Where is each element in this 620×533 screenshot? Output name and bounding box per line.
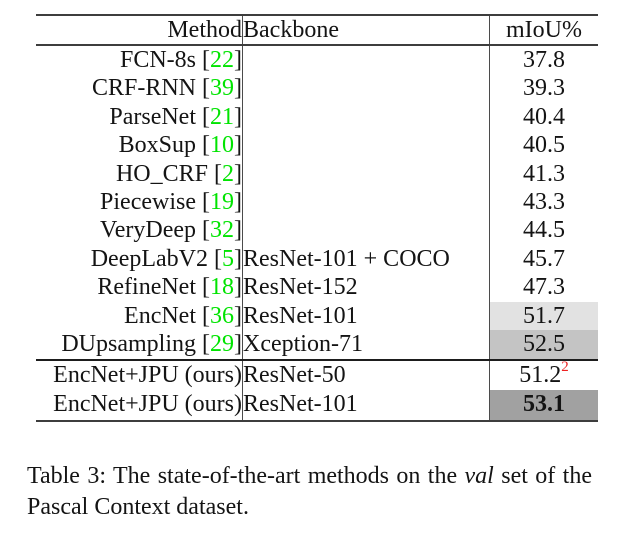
miou-cell: 40.4: [489, 103, 598, 132]
miou-value: 41.3: [523, 160, 565, 187]
citation-ref[interactable]: 21: [210, 103, 234, 130]
citation-ref[interactable]: 36: [210, 302, 234, 329]
miou-cell: 45.7: [489, 245, 598, 274]
citation-ref[interactable]: 2: [222, 160, 234, 187]
miou-value: 40.5: [523, 132, 565, 159]
table-row: BoxSup [10] 40.5: [36, 131, 598, 160]
table-row: DeepLabV2 [5] ResNet-101 + COCO 45.7: [36, 245, 598, 274]
table-header-row: Method Backbone mIoU%: [36, 15, 598, 46]
results-table: Method Backbone mIoU% FCN-8s [22] 37.8 CRF…: [36, 14, 598, 422]
caption-label: Table 3:: [27, 463, 107, 489]
backbone-cell: ResNet-101 + COCO: [242, 245, 490, 274]
backbone-cell: ResNet-101: [242, 390, 490, 421]
method-cell: DeepLabV2 [5]: [90, 245, 242, 272]
table-caption: Table 3: The state-of-the-art methods on …: [27, 461, 592, 523]
header-backbone: Backbone: [242, 15, 490, 46]
backbone-cell: [242, 216, 490, 246]
miou-value: 51.7: [523, 302, 565, 329]
citation-ref[interactable]: 5: [222, 245, 234, 272]
miou-cell: 37.8: [489, 45, 598, 75]
backbone-cell: [242, 159, 490, 189]
caption-text-a: The state-of-the-art methods on the: [113, 463, 465, 489]
caption-text-b: set of the: [493, 463, 592, 489]
miou-value: 40.4: [523, 103, 565, 130]
miou-cell: 39.3: [489, 74, 598, 104]
backbone-cell: [242, 45, 490, 75]
method-cell: HO_CRF [2]: [115, 160, 242, 187]
citation-ref[interactable]: 22: [210, 46, 234, 73]
backbone-cell: ResNet-152: [242, 273, 490, 302]
table-row: HO_CRF [2] 41.3: [36, 159, 598, 189]
method-cell: EncNet+JPU (ours): [53, 391, 242, 418]
citation-ref[interactable]: 39: [210, 75, 234, 102]
backbone-cell: [242, 131, 490, 160]
miou-footnote-marker: 2: [561, 358, 569, 375]
backbone-cell: [242, 103, 490, 132]
table-row: Piecewise [19] 43.3: [36, 188, 598, 217]
miou-cell: 51.7: [489, 301, 598, 331]
citation-ref[interactable]: 29: [210, 330, 234, 357]
miou-value: 39.3: [523, 75, 565, 102]
table-row: VeryDeep [32] 44.5: [36, 216, 598, 246]
method-cell: EncNet+JPU (ours): [53, 361, 242, 388]
method-cell: VeryDeep [32]: [100, 217, 242, 244]
method-cell: EncNet [36]: [124, 302, 242, 329]
citation-ref[interactable]: 10: [210, 132, 234, 159]
header-method: Method: [167, 16, 242, 43]
miou-value: 47.3: [523, 274, 565, 301]
miou-value: 53.1: [523, 391, 565, 418]
miou-cell: 40.5: [489, 131, 598, 160]
miou-value: 43.3: [523, 188, 565, 215]
caption-line-1: Table 3: The state-of-the-art methods on …: [27, 461, 592, 492]
method-cell: FCN-8s [22]: [119, 46, 242, 73]
table-row: EncNet+JPU (ours) ResNet-101 53.1: [36, 390, 598, 421]
header-miou: mIoU%: [489, 15, 598, 46]
table-row: FCN-8s [22] 37.8: [36, 45, 598, 75]
miou-cell: 47.3: [489, 273, 598, 302]
miou-cell: 51.22: [489, 358, 598, 391]
method-cell: BoxSup [10]: [118, 132, 242, 159]
backbone-cell: [242, 74, 490, 104]
backbone-cell: ResNet-101: [242, 301, 490, 331]
miou-cell: 52.5: [489, 330, 598, 360]
caption-line-2: Pascal Context dataset.: [27, 494, 249, 520]
miou-value: 44.5: [523, 217, 565, 244]
backbone-cell: ResNet-50: [242, 359, 490, 391]
table-row: RefineNet [18] ResNet-152 47.3: [36, 273, 598, 302]
miou-value: 37.8: [523, 46, 565, 73]
citation-ref[interactable]: 32: [210, 217, 234, 244]
table-row: DUpsampling [29] Xception-71 52.5: [36, 330, 598, 360]
citation-ref[interactable]: 18: [210, 274, 234, 301]
table-row: EncNet+JPU (ours) ResNet-50 51.22: [36, 358, 598, 391]
miou-value: 51.2: [519, 361, 562, 388]
citation-ref[interactable]: 19: [210, 188, 234, 215]
caption-italic-val: val: [464, 463, 494, 489]
backbone-cell: Xception-71: [242, 330, 490, 360]
miou-cell: 44.5: [489, 216, 598, 246]
method-cell: DUpsampling [29]: [61, 330, 242, 357]
method-cell: RefineNet [18]: [97, 274, 242, 301]
miou-cell: 43.3: [489, 188, 598, 217]
miou-value: 52.5: [523, 330, 565, 357]
miou-cell: 53.1: [489, 390, 598, 421]
table-row: CRF-RNN [39] 39.3: [36, 74, 598, 104]
table-row: ParseNet [21] 40.4: [36, 103, 598, 132]
miou-value: 45.7: [523, 245, 565, 272]
table-row: EncNet [36] ResNet-101 51.7: [36, 301, 598, 331]
miou-cell: 41.3: [489, 159, 598, 189]
method-cell: CRF-RNN [39]: [91, 75, 242, 102]
method-cell: Piecewise [19]: [100, 188, 242, 215]
method-cell: ParseNet [21]: [109, 103, 242, 130]
backbone-cell: [242, 188, 490, 217]
